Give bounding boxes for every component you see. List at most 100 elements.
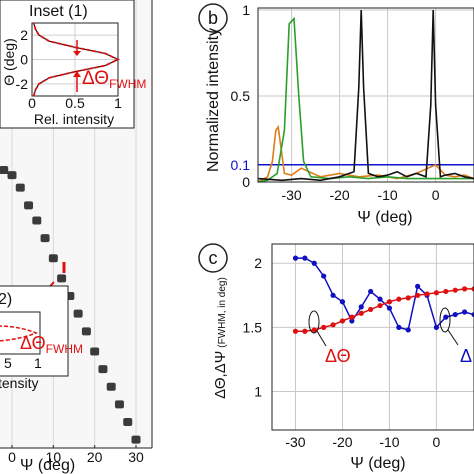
panel-c-y-tick-label: 1 — [254, 384, 262, 400]
panel-c-series-point — [443, 288, 449, 295]
inset-1-annotation-main: ΔΘ — [82, 68, 109, 89]
panel-b-series-line — [257, 124, 474, 183]
panel-b-x-tick-label: -20 — [329, 187, 349, 203]
inset-1-y-axis-label: Θ (deg) — [1, 38, 17, 85]
panel-c-series-point — [405, 327, 411, 333]
inset-2-title: 2) — [0, 291, 12, 308]
inset-2-plot-frame — [0, 311, 41, 355]
inset-2-x-tick-1: 1 — [34, 355, 42, 371]
inset-1-title: Inset (1) — [29, 3, 88, 20]
panel-b-x-ticks: -30 -20 -10 0 — [281, 187, 439, 203]
inset-1-annotation: ΔΘFWHM — [82, 68, 146, 91]
panel-c-series-point — [386, 299, 393, 305]
inset-2-annotation-sub: FWHM — [46, 342, 83, 356]
panel-c-series-point — [358, 310, 364, 316]
panel-a-spot — [131, 435, 141, 444]
panel-c-series-point — [471, 286, 474, 292]
panel-a-spot — [40, 234, 50, 243]
panel-b-y-ticks: 00.1 0.5 1 — [231, 2, 251, 190]
panel-c-series-point — [330, 322, 336, 328]
panel-c-x-tick-label: -10 — [379, 434, 399, 450]
panel-c: c -30 -20 -10 0 11.52 ΔΘ,ΔΨ(FWHM, in deg) Ψ… — [198, 243, 474, 472]
inset-1-y-tick-label: 0 — [20, 52, 28, 68]
inset-1-x-axis-label: Rel. intensity — [34, 111, 114, 127]
panel-a-spot — [32, 216, 42, 225]
panel-b-x-axis-label: Ψ (deg) — [357, 209, 412, 226]
inset-1-arrowhead-up — [73, 71, 81, 77]
panel-a-x-ticks: 0 10 20 30 — [8, 445, 144, 465]
inset-1: Inset (1) 2 0 -2 0 0.5 1 Θ (deg) Rel. intens… — [0, 0, 146, 129]
panel-b-y-tick-label: 0.5 — [231, 88, 251, 104]
panel-a-spot — [0, 166, 9, 175]
panel-b-x-tick-label: -30 — [281, 187, 301, 203]
panel-a-spot — [81, 327, 91, 336]
panel-a-spot — [15, 183, 25, 192]
panel-c-label-circle — [198, 243, 228, 273]
inset-2-x-axis-label: tensity — [0, 375, 38, 391]
inset-2-x-tick-0: 5 — [4, 355, 12, 371]
panel-a-x-tick-label: 20 — [87, 449, 103, 465]
panel-c-y-axis-label: ΔΘ,ΔΨ (FWHM, in deg) — [212, 277, 229, 399]
panel-c-series-point — [433, 324, 440, 330]
panel-b-y-tick-label: 0.1 — [231, 157, 251, 173]
inset-1-x-tick-label: 1 — [114, 95, 122, 111]
panel-a-spot — [24, 201, 34, 210]
panel-c-x-ticks: -30 -20 -10 0 — [285, 434, 440, 450]
panel-c-y-axis-label-main: ΔΘ,ΔΨ — [212, 351, 229, 399]
panel-c-series-point — [302, 328, 308, 334]
panel-c-series-point — [302, 255, 308, 261]
inset-1-y-tick-label: -2 — [16, 76, 29, 92]
panel-c-series-point — [415, 292, 421, 298]
panel-c-x-tick-label: -20 — [332, 434, 352, 450]
panel-a-x-tick-label: 30 — [128, 449, 144, 465]
panel-c-series-point — [349, 314, 355, 320]
panel-b-series — [257, 9, 474, 183]
panel-a-spot — [7, 171, 17, 180]
panel-c-series-point — [462, 286, 468, 292]
panel-a-spot — [98, 365, 108, 374]
inset-1-x-tick-label: 0.5 — [65, 95, 85, 111]
panel-b-x-tick-label: 0 — [432, 187, 440, 203]
panel-c-series-point — [452, 311, 458, 318]
inset-1-y-tick-label: 2 — [20, 27, 28, 43]
inset-2-annotation: ΔΘFWHM — [20, 333, 83, 356]
panel-c-series-point — [415, 283, 421, 289]
panel-a-spot — [123, 418, 133, 427]
panel-b-label-circle — [198, 3, 228, 33]
inset-1-profile-fit — [32, 22, 121, 97]
panel-c-plot-frame — [271, 243, 474, 431]
panel-c-series-point — [452, 287, 458, 293]
panel-c-series-point — [443, 314, 449, 320]
panel-b-x-tick-label: -10 — [377, 187, 397, 203]
panel-b-y-tick-label: 0 — [242, 174, 250, 190]
panel-c-series-point — [377, 296, 383, 302]
panel-c-series-point — [349, 318, 355, 324]
panel-c-y-axis-label-small: (FWHM, in deg) — [217, 277, 228, 348]
panel-b: b -30 -20 -10 0 00.10.51 Normalized intensi… — [198, 2, 474, 226]
inset-1-y-ticks: 2 0 -2 — [16, 27, 29, 92]
panel-a-spot — [106, 382, 116, 391]
panel-c-series-point — [292, 328, 299, 334]
panel-a-spot — [73, 309, 83, 318]
panel-c-label: c — [209, 248, 218, 268]
panel-c-series-point — [377, 302, 383, 309]
inset-1-x-tick-label: 0 — [28, 95, 36, 111]
panel-b-y-tick-label: 1 — [242, 2, 250, 18]
panel-c-theta-marker-ellipse — [308, 310, 320, 334]
panel-c-series-point — [358, 304, 364, 310]
panel-b-series-line — [257, 9, 474, 182]
panel-c-series-point — [462, 309, 468, 315]
inset-1-profile — [32, 22, 121, 97]
panel-a-spot — [90, 347, 100, 356]
panel-c-y-ticks: 11.52 — [243, 255, 263, 399]
panel-c-series-point — [471, 311, 474, 318]
inset-1-arrowhead-down — [73, 51, 81, 56]
panel-c-series-point — [368, 288, 374, 295]
inset-2-annotation-main: ΔΘ — [20, 333, 46, 353]
panel-c-series-point — [321, 324, 327, 330]
panel-c-x-axis-label: Ψ (deg) — [350, 455, 405, 472]
panel-b-plot-frame — [257, 7, 474, 183]
panel-c-series-point — [386, 305, 393, 311]
panel-c-series — [292, 255, 474, 334]
